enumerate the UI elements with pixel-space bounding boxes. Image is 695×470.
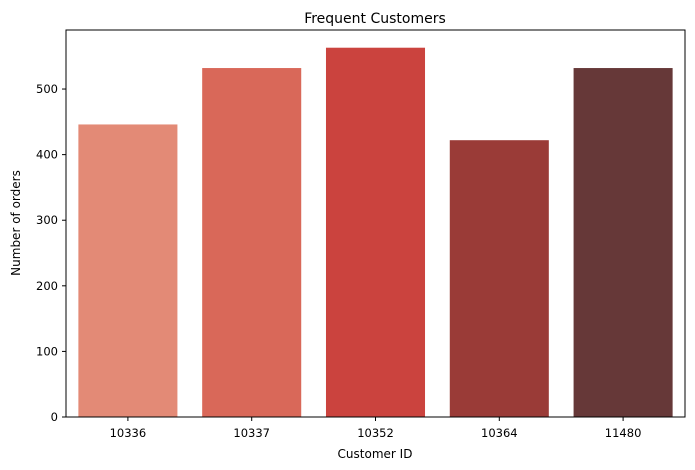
- y-tick-label: 0: [51, 410, 58, 424]
- bar-10336: [78, 124, 178, 418]
- y-tick-label: 100: [36, 344, 58, 358]
- plot-frame: [65, 29, 686, 418]
- y-tick-label: 200: [36, 279, 58, 293]
- y-tick-label: 500: [36, 82, 58, 96]
- x-tick-label: 10336: [110, 426, 147, 440]
- y-tick-label: 400: [36, 148, 58, 162]
- x-tick-label: 10337: [233, 426, 270, 440]
- bar-10364: [449, 140, 549, 418]
- chart-title: Frequent Customers: [304, 11, 446, 27]
- y-axis-ticks: 0 100 200 300 400 500: [36, 82, 66, 424]
- x-tick-label: 10364: [481, 426, 518, 440]
- y-axis-label: Number of orders: [9, 170, 23, 276]
- y-tick-label: 300: [36, 213, 58, 227]
- x-axis-ticks: 10336 10337 10352 10364 11480: [110, 417, 642, 440]
- x-axis-label: Customer ID: [338, 447, 413, 461]
- x-tick-label: 11480: [605, 426, 642, 440]
- bar-10337: [202, 68, 302, 417]
- bar-11480: [573, 68, 673, 417]
- bars-group: [78, 47, 673, 418]
- bar-10352: [325, 47, 426, 417]
- x-tick-label: 10352: [357, 426, 394, 440]
